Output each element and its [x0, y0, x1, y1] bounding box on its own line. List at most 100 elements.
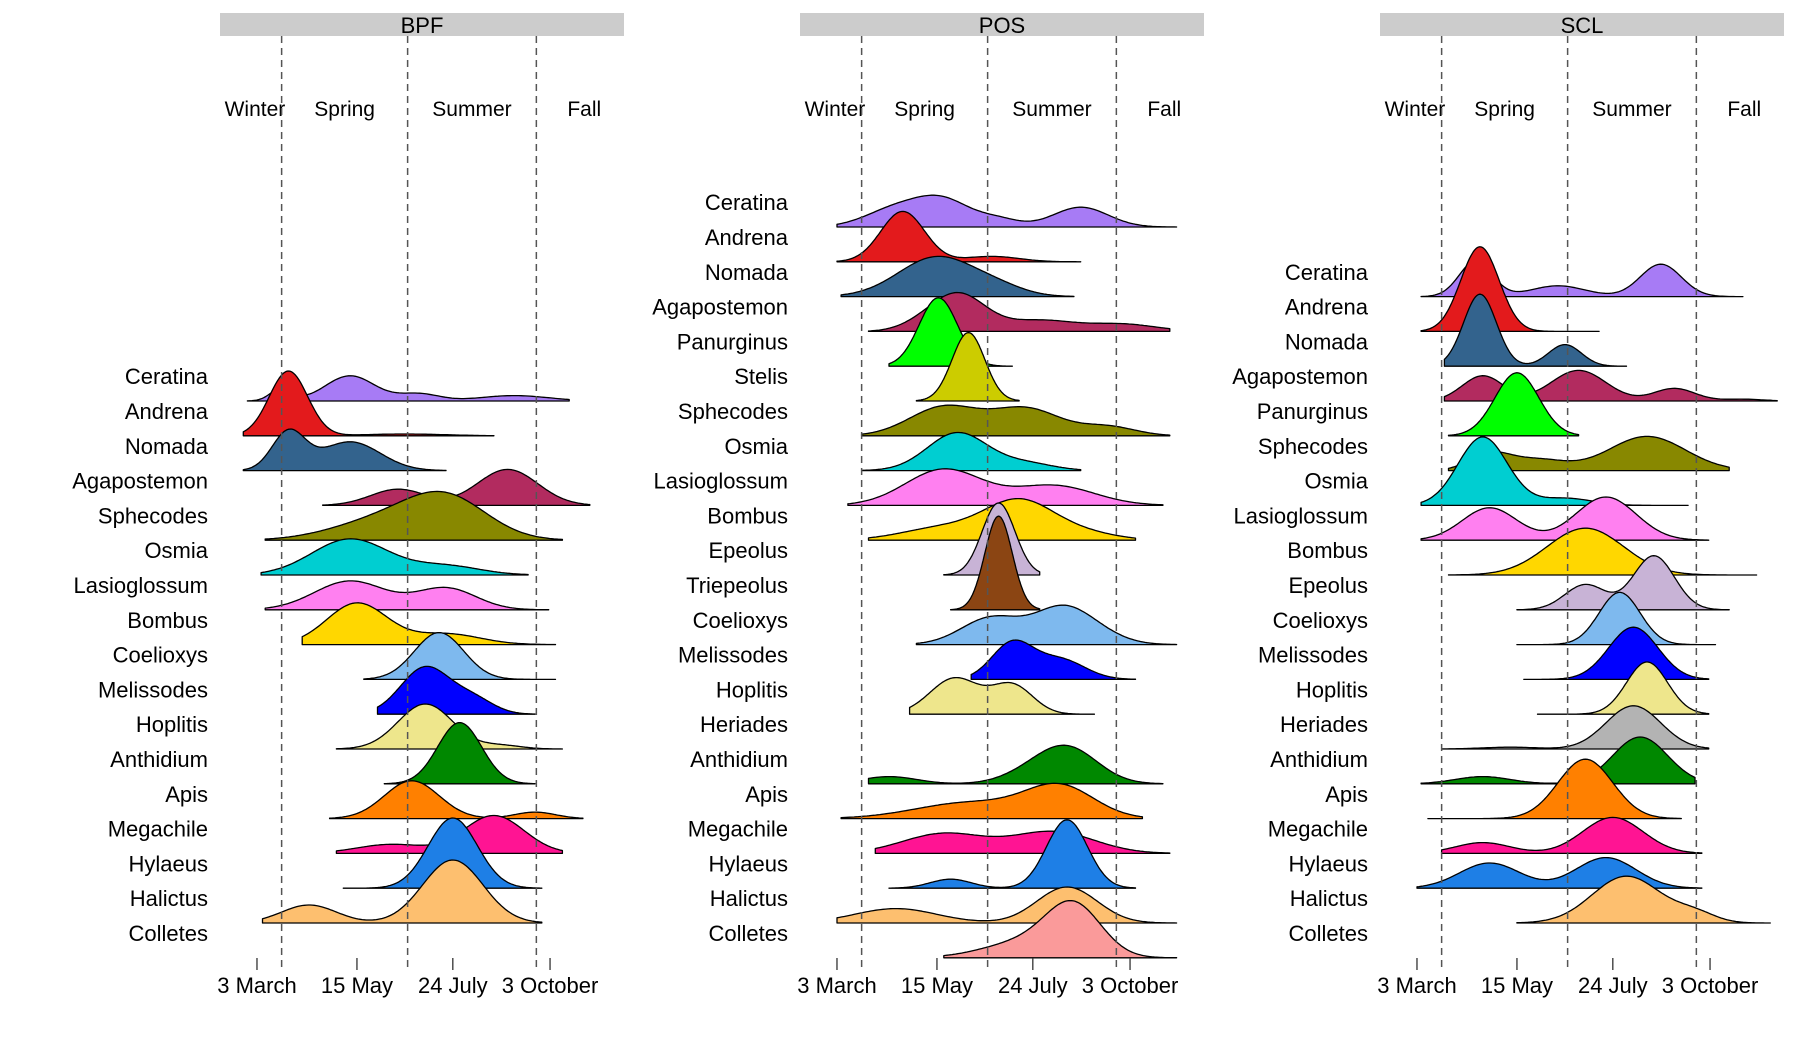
ridge-panurginus — [888, 297, 1013, 367]
genus-label: Colletes — [129, 921, 208, 946]
ridge-nomada — [1443, 293, 1628, 367]
ridge-andrena — [1420, 246, 1600, 333]
x-tick-label: 24 July — [418, 973, 488, 998]
season-label: Fall — [567, 98, 601, 121]
panel-title: BPF — [401, 13, 444, 38]
ridge-hoplitis — [908, 676, 1096, 715]
genus-label: Coelioxys — [1273, 608, 1368, 633]
genus-label: Sphecodes — [98, 503, 208, 528]
ridge-apis — [328, 780, 584, 820]
ridge-apis — [840, 782, 1144, 820]
ridge-coelioxys — [363, 631, 557, 681]
ridge-nomada — [242, 428, 447, 472]
genus-label: Ceratina — [705, 190, 789, 215]
x-tick-label: 3 October — [1662, 973, 1759, 998]
genus-label: Apis — [1325, 782, 1368, 807]
season-label: Spring — [314, 98, 375, 121]
genus-label: Hoplitis — [136, 712, 208, 737]
ridge-halictus — [261, 859, 543, 924]
season-label: Summer — [432, 98, 511, 121]
genus-label: Bombus — [1287, 538, 1368, 563]
ridge-lasioglossum — [1420, 496, 1710, 541]
genus-label: Halictus — [710, 886, 788, 911]
season-label: Summer — [1012, 98, 1091, 121]
season-label: Fall — [1727, 98, 1761, 121]
ridge-anthidium — [867, 744, 1164, 785]
ridge-hoplitis — [1536, 661, 1710, 715]
genus-label: Melissodes — [98, 677, 208, 702]
season-label: Spring — [894, 98, 955, 121]
season-label: Winter — [1385, 98, 1446, 121]
genus-label: Hylaeus — [129, 851, 208, 876]
genus-label: Epeolus — [708, 538, 788, 563]
genus-label: Melissodes — [678, 643, 788, 668]
genus-label: Panurginus — [1257, 399, 1368, 424]
genus-label: Osmia — [724, 434, 788, 459]
genus-label: Ceratina — [1285, 260, 1369, 285]
genus-label: Halictus — [130, 886, 208, 911]
ridge-osmia — [1420, 436, 1689, 507]
genus-label: Hoplitis — [1296, 677, 1368, 702]
ridge-sphecodes — [860, 404, 1171, 437]
genus-label: Anthidium — [1270, 747, 1368, 772]
season-label: Summer — [1592, 98, 1671, 121]
genus-label: Hylaeus — [709, 851, 788, 876]
genus-label: Epeolus — [1288, 573, 1368, 598]
genus-label: Megachile — [108, 817, 208, 842]
ridge-hoplitis — [335, 703, 564, 750]
genus-label: Coelioxys — [693, 608, 788, 633]
panel-strip — [1380, 13, 1784, 36]
ridge-bombus — [301, 602, 557, 646]
genus-label: Sphecodes — [1258, 434, 1368, 459]
genus-label: Panurginus — [677, 329, 788, 354]
x-tick-label: 15 May — [1481, 973, 1553, 998]
genus-label: Megachile — [1268, 817, 1368, 842]
genus-label: Andrena — [705, 225, 789, 250]
panel-pos: POS Winter Spring Summer Fall Ceratina Andrena… — [652, 13, 1204, 998]
x-tick-label: 24 July — [998, 973, 1068, 998]
ridge-anthidium — [383, 721, 536, 785]
ridge-stelis — [915, 331, 1020, 402]
genus-label: Hoplitis — [716, 677, 788, 702]
genus-label: Bombus — [127, 608, 208, 633]
ridge-osmia — [260, 538, 529, 576]
genus-label: Andrena — [1285, 295, 1369, 320]
ridge-andrena — [242, 370, 495, 437]
genus-label: Osmia — [1304, 469, 1368, 494]
genus-label: Ceratina — [125, 364, 209, 389]
panel-strip — [220, 13, 624, 36]
genus-label: Nomada — [1285, 329, 1369, 354]
genus-label: Osmia — [144, 538, 208, 563]
genus-label: Heriades — [1280, 712, 1368, 737]
genus-label: Colletes — [1289, 921, 1368, 946]
x-tick-label: 15 May — [901, 973, 973, 998]
panel-scl: SCL Winter Spring Summer Fall Ceratina Andrena… — [1232, 13, 1784, 998]
ridge-agapostemon — [322, 468, 591, 507]
ridge-sphecodes — [264, 490, 564, 541]
genus-label: Halictus — [1290, 886, 1368, 911]
ridge-hylaeus — [1416, 856, 1703, 889]
genus-label: Stelis — [734, 364, 788, 389]
ridge-lasioglossum — [847, 468, 1164, 507]
genus-label: Hylaeus — [1289, 851, 1368, 876]
genus-label: Megachile — [688, 817, 788, 842]
ridge-megachile — [1440, 816, 1703, 855]
ridge-ceratina — [836, 194, 1178, 228]
season-label: Spring — [1474, 98, 1535, 121]
ridge-panurginus — [1447, 372, 1580, 437]
x-tick-label: 3 March — [797, 973, 876, 998]
x-tick-label: 3 March — [1377, 973, 1456, 998]
x-tick-label: 3 October — [502, 973, 599, 998]
ridge-anthidium — [1420, 736, 1696, 785]
x-tick-label: 24 July — [1578, 973, 1648, 998]
ridge-apis — [1427, 758, 1682, 820]
genus-label: Nomada — [125, 434, 209, 459]
genus-label: Anthidium — [690, 747, 788, 772]
genus-label: Triepeolus — [686, 573, 788, 598]
ridge-coelioxys — [915, 604, 1178, 646]
ridge-agapostemon — [1443, 369, 1778, 402]
ridge-melissodes — [1523, 626, 1710, 681]
ridge-nomada — [840, 255, 1075, 298]
season-label: Fall — [1147, 98, 1181, 121]
